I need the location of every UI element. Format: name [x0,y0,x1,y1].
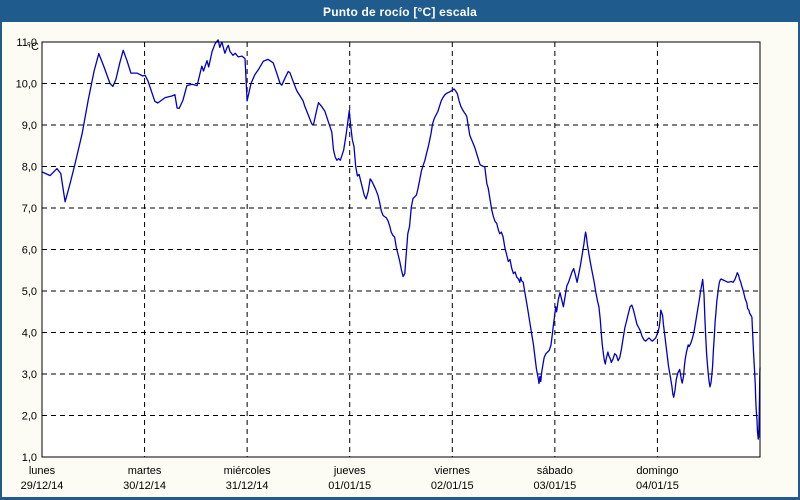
y-tick-label: 7,0 [22,203,37,215]
x-tick-day-label: sábado [537,465,573,477]
x-tick-date-label: 03/01/15 [533,480,576,492]
x-tick-date-label: 30/12/14 [123,480,166,492]
plot-border-group [41,41,761,458]
x-tick-date-label: 02/01/15 [431,480,474,492]
x-tick-day-label: martes [128,465,162,477]
plot-background-rect [42,42,760,457]
y-tick-label: 4,0 [22,328,37,340]
x-tick-day-label: jueves [333,465,366,477]
y-tick-label: 10,0 [16,79,37,91]
dewpoint-chart: °C11,0 10,0 9,0 8,0 7,0 6,0 5,0 4,0 3,0 2,0 1,0 lu… [16,37,761,492]
y-tick-label: 6,0 [22,245,37,257]
title-bar: Punto de rocío [°C] escala [2,2,798,22]
y-tick-label: 1,0 [22,452,37,464]
y-tick-label: 9,0 [22,120,37,132]
x-tick-day-label: viernes [435,465,471,477]
dewpoint-line-group [41,39,761,440]
y-tick-label: 11,0 [16,37,37,49]
dewpoint-line [41,39,761,440]
chart-area: °C 11,0 10,0 9,0 8,0 7,0 6,0 5,0 4,0 3,0 2,0 1,0 lu… [2,22,798,496]
y-tick-label: 5,0 [22,286,37,298]
y-tick-label: 3,0 [22,369,37,381]
x-tick-day-label: miércoles [224,465,272,477]
x-tick-date-label: 01/01/15 [328,480,371,492]
x-tick-date-label: 29/12/14 [21,480,64,492]
chart-title: Punto de rocío [°C] escala [322,5,478,19]
plot-background [42,42,760,457]
y-axis-unit-label: °C [27,41,39,53]
plot-border [41,41,761,458]
x-axis-labels: lunes 29/12/14 martes 30/12/14 miércoles 31/1… [21,465,679,492]
x-tick-day-label: domingo [636,465,678,477]
x-tick-date-label: 31/12/14 [226,480,269,492]
y-tick-label: 2,0 [22,411,37,423]
y-axis-labels: °C11,0 10,0 9,0 8,0 7,0 6,0 5,0 4,0 3,0 2,0 1,0 [16,37,39,464]
y-tick-label: 8,0 [22,162,37,174]
x-tick-date-label: 04/01/15 [636,480,679,492]
x-tick-day-label: lunes [29,465,56,477]
